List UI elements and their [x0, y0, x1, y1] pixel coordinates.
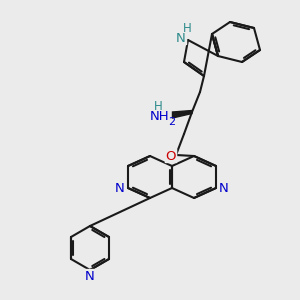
Text: N: N — [85, 269, 95, 283]
Polygon shape — [166, 110, 192, 119]
Text: O: O — [166, 149, 176, 163]
Text: H: H — [183, 22, 191, 35]
Text: NH: NH — [149, 110, 171, 122]
Text: NH: NH — [150, 110, 170, 122]
Text: 2: 2 — [168, 117, 175, 127]
Text: N: N — [114, 182, 126, 196]
Text: O: O — [165, 149, 177, 163]
Text: N: N — [176, 32, 187, 44]
Text: N: N — [219, 182, 229, 196]
Text: N: N — [176, 32, 186, 44]
Text: N: N — [84, 269, 96, 283]
Text: H: H — [154, 100, 162, 113]
Text: N: N — [115, 182, 125, 196]
Text: N: N — [218, 182, 230, 196]
